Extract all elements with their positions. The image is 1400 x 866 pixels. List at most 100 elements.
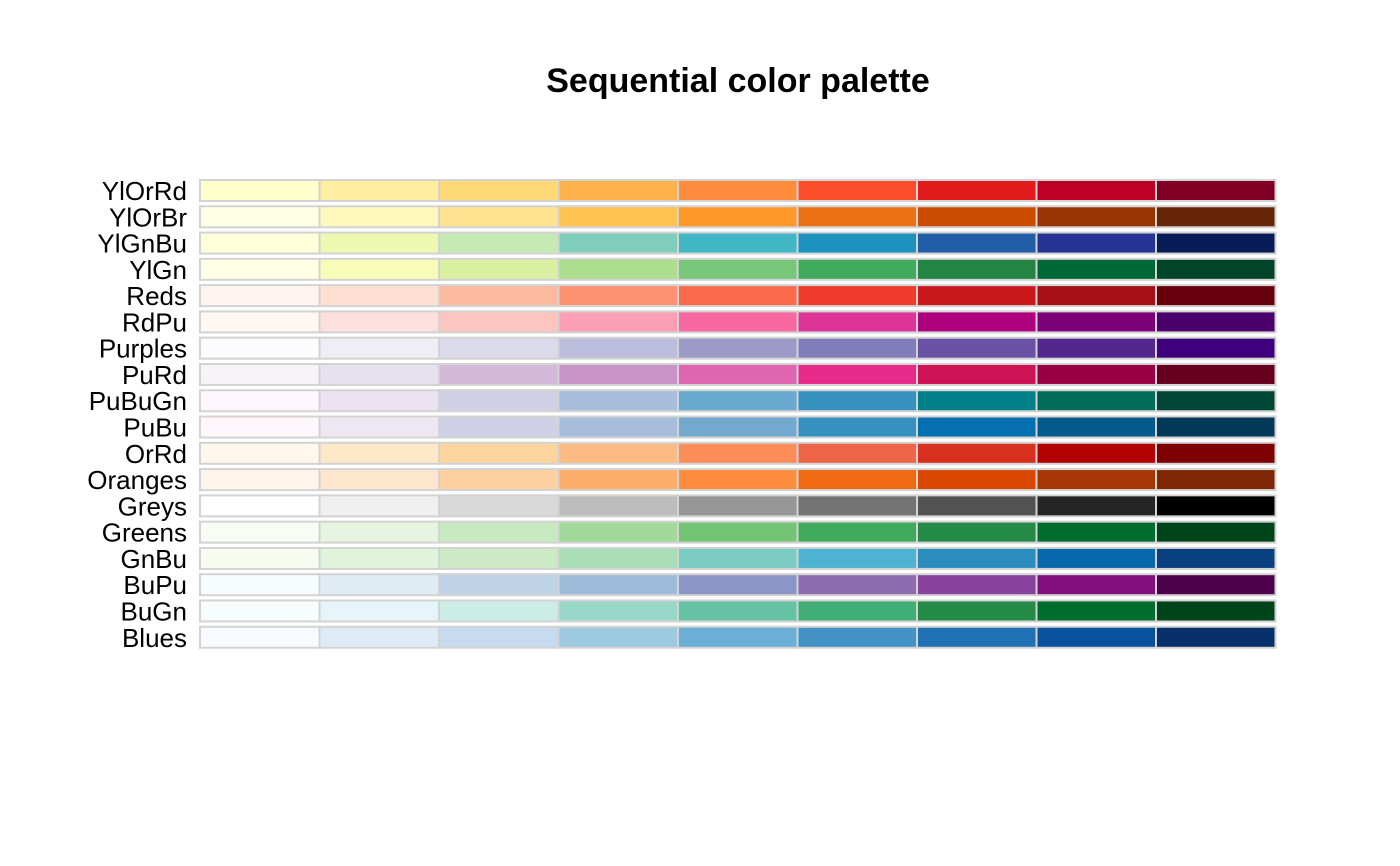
color-swatch xyxy=(199,310,321,334)
color-swatch xyxy=(677,494,799,518)
color-swatch xyxy=(438,415,560,439)
color-swatch xyxy=(916,336,1038,360)
color-swatch xyxy=(557,362,679,386)
color-swatch xyxy=(557,625,679,649)
palette-label: Oranges xyxy=(87,465,187,495)
color-swatch xyxy=(916,494,1038,518)
color-swatch xyxy=(677,520,799,544)
palette-row-blues: Blues xyxy=(122,623,1277,653)
palette-label: Reds xyxy=(126,281,187,311)
color-swatch xyxy=(796,231,918,255)
color-swatch xyxy=(916,179,1038,202)
color-swatch xyxy=(557,179,679,202)
color-swatch xyxy=(677,625,799,649)
palette-row-bupu: BuPu xyxy=(123,570,1277,600)
palette-label: YlOrBr xyxy=(109,202,187,232)
color-swatch xyxy=(796,625,918,649)
color-swatch xyxy=(677,310,799,334)
color-swatch xyxy=(318,494,440,518)
color-swatch xyxy=(199,257,321,281)
palette-label: YlGnBu xyxy=(97,229,187,259)
palette-row-pubugn: PuBuGn xyxy=(89,386,1277,416)
color-swatch xyxy=(1155,494,1277,518)
color-swatch xyxy=(796,546,918,570)
color-swatch xyxy=(677,362,799,386)
color-swatch xyxy=(318,599,440,623)
color-swatch xyxy=(1155,310,1277,334)
palette-row-pubu: PuBu xyxy=(123,413,1277,443)
color-swatch xyxy=(199,336,321,360)
color-swatch xyxy=(318,362,440,386)
color-swatch xyxy=(438,336,560,360)
palette-label: Blues xyxy=(122,623,187,653)
color-swatch xyxy=(318,441,440,465)
color-swatch xyxy=(677,389,799,413)
color-swatch xyxy=(916,599,1038,623)
color-swatch xyxy=(318,520,440,544)
color-swatch xyxy=(1035,520,1157,544)
color-swatch xyxy=(916,231,1038,255)
color-swatch xyxy=(557,573,679,597)
color-swatch xyxy=(438,389,560,413)
color-swatch xyxy=(318,573,440,597)
chart-title: Sequential color palette xyxy=(546,62,930,100)
color-swatch xyxy=(438,599,560,623)
palette-label: Purples xyxy=(99,334,187,364)
palette-label: BuPu xyxy=(123,570,187,600)
color-swatch xyxy=(318,415,440,439)
color-swatch xyxy=(1155,179,1277,202)
color-swatch xyxy=(318,468,440,492)
color-swatch xyxy=(1155,284,1277,308)
palette-row-ylgnbu: YlGnBu xyxy=(97,229,1277,259)
color-swatch xyxy=(438,284,560,308)
color-swatch xyxy=(916,415,1038,439)
palette-row-purples: Purples xyxy=(99,334,1277,364)
color-swatch xyxy=(916,205,1038,229)
color-swatch xyxy=(1155,389,1277,413)
color-swatch xyxy=(1035,179,1157,202)
color-swatch xyxy=(677,546,799,570)
color-swatch xyxy=(796,179,918,202)
color-swatch xyxy=(677,441,799,465)
color-swatch xyxy=(318,336,440,360)
color-swatch xyxy=(796,468,918,492)
color-swatch xyxy=(199,468,321,492)
color-swatch xyxy=(796,284,918,308)
palette-row-bugn: BuGn xyxy=(121,596,1277,626)
color-swatch xyxy=(318,389,440,413)
color-swatch xyxy=(916,257,1038,281)
color-swatch xyxy=(318,284,440,308)
color-swatch xyxy=(438,179,560,202)
color-swatch xyxy=(677,573,799,597)
palette-rows: YlOrRdYlOrBrYlGnBuYlGnRedsRdPuPurplesPuR… xyxy=(87,176,1277,653)
color-swatch xyxy=(199,362,321,386)
color-swatch xyxy=(438,625,560,649)
color-swatch xyxy=(916,468,1038,492)
color-swatch xyxy=(916,625,1038,649)
color-swatch xyxy=(1155,573,1277,597)
color-swatch xyxy=(318,179,440,202)
color-swatch xyxy=(557,336,679,360)
palette-label: Greys xyxy=(118,491,187,521)
color-swatch xyxy=(1155,257,1277,281)
color-swatch xyxy=(1035,441,1157,465)
color-swatch xyxy=(1035,205,1157,229)
color-swatch xyxy=(677,415,799,439)
color-swatch xyxy=(796,520,918,544)
color-swatch xyxy=(677,599,799,623)
color-swatch xyxy=(1155,231,1277,255)
color-swatch xyxy=(557,205,679,229)
palette-label: Greens xyxy=(102,518,187,548)
palette-label: RdPu xyxy=(122,307,187,337)
color-swatch xyxy=(1035,468,1157,492)
color-swatch xyxy=(796,310,918,334)
color-swatch xyxy=(199,284,321,308)
palette-row-greys: Greys xyxy=(118,491,1277,521)
palette-label: PuRd xyxy=(122,360,187,390)
color-swatch xyxy=(1155,336,1277,360)
color-swatch xyxy=(199,599,321,623)
color-swatch xyxy=(916,573,1038,597)
color-swatch xyxy=(1035,415,1157,439)
palette-row-gnbu: GnBu xyxy=(121,544,1277,574)
